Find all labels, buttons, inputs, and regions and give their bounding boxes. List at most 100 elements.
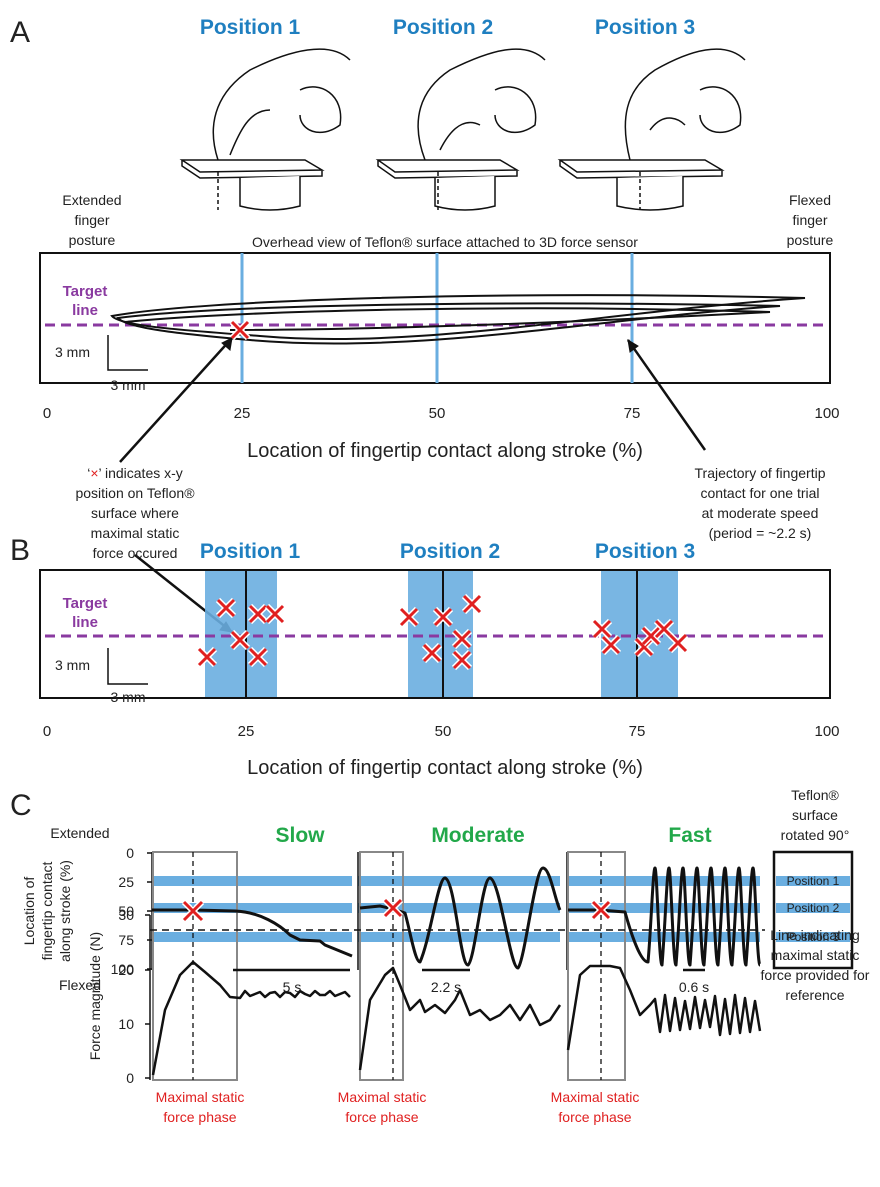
flexed-label: posture xyxy=(787,232,834,248)
marker xyxy=(641,626,661,646)
target-label: Target xyxy=(63,283,108,300)
trajectory-note: Trajectory of fingertip xyxy=(695,465,826,481)
panel-label: B xyxy=(10,534,30,567)
marker xyxy=(591,900,611,920)
scale-label: 3 mm xyxy=(111,689,146,705)
sensor-drawings xyxy=(179,48,746,211)
marker xyxy=(182,900,204,922)
arrowhead xyxy=(221,337,233,351)
position-title: Position 2 xyxy=(393,16,493,39)
reference-note: Line indicating xyxy=(770,927,860,943)
marker-note: position on Teflon® xyxy=(75,485,195,501)
y-axis xyxy=(147,852,152,970)
x-tick-label: 25 xyxy=(238,723,255,740)
speed-title: Slow xyxy=(275,824,325,847)
position-band xyxy=(152,876,352,886)
marker xyxy=(383,898,403,918)
scale-bar xyxy=(107,648,148,685)
position-title: Position 3 xyxy=(595,540,695,563)
phase-label: force phase xyxy=(163,1109,236,1125)
location-trace xyxy=(359,866,562,970)
x-tick-label: 100 xyxy=(814,405,839,422)
target-label: line xyxy=(72,614,98,631)
target-label: line xyxy=(72,302,98,319)
y-tick-label: 25 xyxy=(118,874,134,890)
sensor xyxy=(239,176,301,211)
y-tick-label: 0 xyxy=(126,1070,134,1086)
phase-label: Maximal static xyxy=(156,1089,245,1105)
x-axis-label: Location of fingertip contact along stro… xyxy=(247,757,643,779)
surface-position: Position 1 xyxy=(787,874,840,888)
hand xyxy=(212,48,351,161)
phase-label: Maximal static xyxy=(551,1089,640,1105)
y-axis-label: Force magnitude (N) xyxy=(87,932,103,1060)
x-tick-label: 0 xyxy=(43,723,51,740)
marker xyxy=(248,604,268,624)
time-bar-label: 5 s xyxy=(283,979,302,995)
phase-label: force phase xyxy=(558,1109,631,1125)
hand xyxy=(417,48,546,161)
target-label: Target xyxy=(63,595,108,612)
position-band xyxy=(776,932,850,942)
surface-note: surface xyxy=(792,807,838,823)
note-text: ’ indicates x-y xyxy=(99,465,183,481)
position-band xyxy=(358,903,560,913)
arrowhead xyxy=(627,339,639,353)
position-band xyxy=(567,903,760,913)
y-tick-label: 20 xyxy=(118,962,134,978)
marker xyxy=(216,598,236,618)
marker-note: force occured xyxy=(93,545,178,561)
panel-label: A xyxy=(10,16,30,49)
extended-label: posture xyxy=(69,232,116,248)
speed-title: Moderate xyxy=(431,824,524,847)
position-band xyxy=(358,876,560,886)
position-title: Position 1 xyxy=(200,540,301,563)
trajectory-note: (period = ~2.2 s) xyxy=(709,525,812,541)
position-band xyxy=(152,932,352,942)
marker xyxy=(452,629,472,649)
trajectory-loop xyxy=(116,302,781,345)
extended-label: Extended xyxy=(62,192,121,208)
trajectory-loop xyxy=(124,307,771,331)
y-tick-label: 10 xyxy=(118,1016,134,1032)
y-axis-label: Location of xyxy=(21,877,37,946)
scale-label: 3 mm xyxy=(111,377,146,393)
flexed-label: Flexed xyxy=(789,192,831,208)
position-band xyxy=(776,903,850,913)
force-trace xyxy=(151,960,351,1076)
position-lines xyxy=(240,253,634,383)
plate xyxy=(375,159,520,179)
marker xyxy=(654,619,674,639)
x-axis-label: Location of fingertip contact along stro… xyxy=(247,440,643,462)
extended-label: finger xyxy=(74,212,109,228)
marker xyxy=(399,607,419,627)
reference-note: reference xyxy=(785,987,844,1003)
surface-note: Teflon® xyxy=(791,787,839,803)
y-axis-label: along stroke (%) xyxy=(57,860,73,962)
arrow xyxy=(626,339,707,451)
x-tick-label: 75 xyxy=(624,405,641,422)
surface-box xyxy=(39,252,831,384)
y-axis-label: fingertip contact xyxy=(39,861,55,960)
panel-c-layout xyxy=(145,850,854,1081)
scale-label: 3 mm xyxy=(55,657,90,673)
time-bar-label: 2.2 s xyxy=(431,979,461,995)
position-title: Position 2 xyxy=(400,540,500,563)
speed-title: Fast xyxy=(668,824,711,847)
y-axis xyxy=(145,914,151,1080)
y-tick-label: 75 xyxy=(118,932,134,948)
marker xyxy=(422,643,442,663)
position-band xyxy=(205,570,277,698)
sensor xyxy=(434,176,496,211)
scale-label: 3 mm xyxy=(55,344,90,360)
plate xyxy=(557,159,725,179)
arrow xyxy=(119,337,233,463)
marker-symbol: × xyxy=(90,465,98,481)
phase-window xyxy=(359,851,404,1081)
location-trace xyxy=(568,866,762,967)
y-tick-label: 0 xyxy=(126,845,134,861)
marker xyxy=(230,630,250,650)
surface-box xyxy=(39,569,831,699)
x-tick-label: 0 xyxy=(43,405,51,422)
